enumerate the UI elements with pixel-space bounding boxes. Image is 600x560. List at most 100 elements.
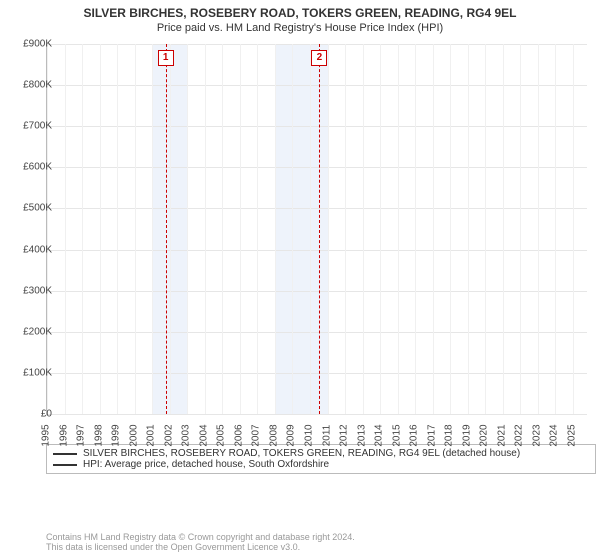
legend-swatch-hpi [53,464,77,466]
grid-line-h [47,44,587,45]
grid-line-v [205,44,206,414]
plot-area [46,44,587,415]
x-axis-label: 2024 [549,424,560,446]
grid-line-v [117,44,118,414]
grid-line-v [257,44,258,414]
grid-line-v [170,44,171,414]
grid-line-h [47,167,587,168]
y-axis-label: £600K [6,162,52,173]
grid-line-v [503,44,504,414]
sale-marker-badge: 1 [158,50,174,66]
grid-line-v [450,44,451,414]
grid-line-v [100,44,101,414]
chart-subtitle: Price paid vs. HM Land Registry's House … [0,20,600,34]
x-axis-label: 2001 [146,424,157,446]
x-axis-label: 1995 [41,424,52,446]
grid-line-v [222,44,223,414]
x-axis-label: 2006 [233,424,244,446]
grid-line-h [47,373,587,374]
grid-line-v [433,44,434,414]
grid-line-h [47,291,587,292]
grid-line-h [47,126,587,127]
x-axis-label: 2020 [479,424,490,446]
x-axis-label: 1999 [111,424,122,446]
grid-line-v [573,44,574,414]
grid-line-v [520,44,521,414]
legend-label-hpi: HPI: Average price, detached house, Sout… [83,459,329,470]
grid-line-h [47,332,587,333]
y-axis-label: £400K [6,244,52,255]
x-axis-label: 2003 [181,424,192,446]
x-axis-label: 2019 [461,424,472,446]
legend-item-property: SILVER BIRCHES, ROSEBERY ROAD, TOKERS GR… [53,448,589,459]
legend-item-hpi: HPI: Average price, detached house, Sout… [53,459,589,470]
x-axis-label: 2018 [444,424,455,446]
x-axis-label: 2011 [321,425,332,447]
y-axis-label: £100K [6,367,52,378]
y-axis-label: £200K [6,326,52,337]
x-axis-label: 2014 [374,424,385,446]
x-axis-label: 2015 [391,424,402,446]
x-axis-label: 2013 [356,424,367,446]
chart-title: SILVER BIRCHES, ROSEBERY ROAD, TOKERS GR… [0,0,600,20]
y-axis-label: £0 [6,409,52,420]
y-axis-label: £500K [6,203,52,214]
grid-line-v [47,44,48,414]
grid-line-v [292,44,293,414]
legend-label-property: SILVER BIRCHES, ROSEBERY ROAD, TOKERS GR… [83,448,520,459]
grid-line-h [47,208,587,209]
grid-line-v [275,44,276,414]
sale-marker-line [166,44,167,414]
grid-line-h [47,85,587,86]
x-axis-label: 2017 [426,424,437,446]
legend: SILVER BIRCHES, ROSEBERY ROAD, TOKERS GR… [46,444,596,474]
grid-line-v [187,44,188,414]
x-axis-label: 2004 [198,424,209,446]
grid-line-v [328,44,329,414]
grid-line-v [135,44,136,414]
x-axis-label: 2012 [339,424,350,446]
x-axis-label: 2023 [531,424,542,446]
x-axis-label: 2009 [286,424,297,446]
x-axis-label: 2007 [251,424,262,446]
legend-swatch-property [53,453,77,455]
grid-line-h [47,250,587,251]
x-axis-label: 2016 [409,424,420,446]
grid-line-v [345,44,346,414]
x-axis-label: 2008 [268,424,279,446]
x-axis-label: 2010 [303,424,314,446]
x-axis-label: 2002 [163,424,174,446]
chart-container: SILVER BIRCHES, ROSEBERY ROAD, TOKERS GR… [0,0,600,560]
grid-line-v [363,44,364,414]
x-axis-label: 2000 [128,424,139,446]
grid-line-v [538,44,539,414]
x-axis-label: 2005 [216,424,227,446]
grid-line-v [398,44,399,414]
grid-line-h [47,414,587,415]
grid-line-v [310,44,311,414]
footnote: Contains HM Land Registry data © Crown c… [46,532,355,552]
line-series-svg [47,44,587,414]
x-axis-label: 1997 [76,424,87,446]
footnote-line: Contains HM Land Registry data © Crown c… [46,532,355,542]
grid-line-v [555,44,556,414]
x-axis-label: 1998 [93,424,104,446]
x-axis-label: 2022 [514,424,525,446]
grid-line-v [468,44,469,414]
grid-line-v [152,44,153,414]
sale-marker-badge: 2 [311,50,327,66]
x-axis-label: 1996 [58,424,69,446]
y-axis-label: £700K [6,121,52,132]
x-axis-label: 2021 [496,424,507,446]
grid-line-v [82,44,83,414]
grid-line-v [380,44,381,414]
grid-line-v [485,44,486,414]
y-axis-label: £900K [6,39,52,50]
grid-line-v [240,44,241,414]
grid-line-v [415,44,416,414]
grid-line-v [65,44,66,414]
footnote-line: This data is licensed under the Open Gov… [46,542,355,552]
y-axis-label: £800K [6,80,52,91]
sale-marker-line [319,44,320,414]
x-axis-label: 2025 [566,424,577,446]
